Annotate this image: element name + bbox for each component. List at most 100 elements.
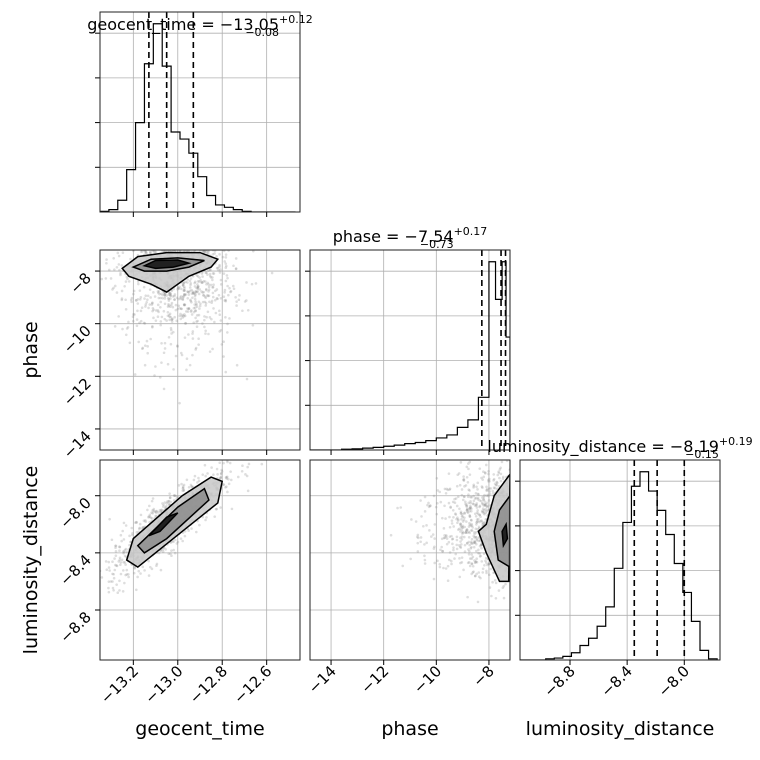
scatter-point: [467, 553, 471, 556]
hist-step-geocent_time: [100, 23, 296, 212]
scatter-point: [484, 503, 487, 506]
scatter-point: [474, 492, 478, 495]
scatter-point: [105, 258, 108, 261]
scatter-point: [483, 521, 487, 524]
scatter-point: [229, 290, 232, 294]
scatter-point: [186, 290, 190, 294]
scatter-point: [141, 525, 145, 529]
scatter-point: [112, 576, 116, 580]
scatter-point: [482, 552, 486, 556]
scatter-point: [470, 572, 473, 576]
scatter-point: [125, 550, 128, 554]
scatter-point: [202, 290, 206, 294]
scatter-point: [465, 505, 468, 508]
scatter-point: [144, 303, 148, 306]
scatter-point: [186, 278, 189, 281]
scatter-point: [199, 302, 202, 306]
scatter-point: [472, 534, 476, 538]
scatter-point: [162, 291, 166, 295]
scatter-point: [488, 490, 492, 493]
scatter-point: [153, 295, 157, 298]
scatter-point: [192, 478, 196, 482]
scatter-point: [466, 595, 469, 599]
scatter-point: [481, 486, 484, 489]
x-tick-label-luminosity_distance: −8.8: [540, 662, 578, 700]
scatter-point: [215, 266, 219, 270]
scatter-point: [190, 288, 193, 292]
scatter-point: [499, 466, 502, 470]
scatter-point: [158, 508, 162, 512]
scatter-point: [458, 483, 462, 487]
scatter-point: [459, 530, 462, 533]
scatter-point: [423, 510, 427, 513]
scatter-point: [480, 546, 483, 550]
scatter-point: [151, 306, 155, 310]
scatter-point: [465, 528, 469, 531]
scatter-point: [460, 556, 464, 559]
scatter-point: [198, 280, 201, 283]
scatter-point: [198, 288, 202, 291]
y-tick-label-luminosity_distance: −8.4: [56, 551, 94, 589]
scatter-point: [177, 297, 181, 301]
scatter-point: [224, 315, 227, 319]
scatter-point: [211, 272, 215, 275]
scatter-point: [468, 489, 471, 492]
scatter-point: [199, 278, 202, 282]
scatter-point: [241, 309, 244, 313]
scatter-point: [423, 554, 426, 558]
scatter-point: [161, 548, 165, 552]
scatter-point: [475, 485, 478, 489]
scatter-point: [477, 517, 480, 521]
scatter-point: [191, 274, 195, 278]
scatter-point: [173, 293, 177, 296]
scatter-point: [423, 543, 426, 546]
scatter-point: [224, 266, 228, 270]
scatter-point: [245, 299, 248, 302]
scatter-point: [206, 294, 210, 298]
scatter-point: [399, 506, 403, 509]
scatter-point: [123, 581, 126, 585]
scatter-point: [111, 586, 115, 590]
scatter-point: [192, 292, 196, 295]
scatter-point: [175, 296, 179, 300]
scatter-point: [219, 476, 223, 480]
scatter-point: [478, 555, 482, 558]
scatter-point: [487, 562, 491, 566]
scatter-point: [107, 560, 111, 564]
scatter-point: [216, 472, 219, 476]
scatter-point: [241, 464, 244, 468]
scatter-point: [468, 514, 471, 517]
scatter-point: [494, 581, 498, 585]
scatter-point: [123, 285, 126, 288]
x-tick-label-phase: −8: [469, 662, 497, 690]
scatter-point: [475, 521, 479, 524]
scatter-point: [495, 483, 498, 487]
scatter-point: [479, 543, 483, 546]
scatter-point: [477, 520, 481, 524]
scatter-point: [222, 272, 226, 275]
scatter-point: [118, 549, 121, 553]
scatter-point: [202, 250, 205, 253]
scatter-point: [463, 525, 467, 529]
scatter-point: [154, 319, 158, 322]
scatter-point: [211, 286, 214, 289]
scatter-point: [485, 509, 488, 513]
scatter-point: [467, 451, 470, 454]
scatter-point: [196, 481, 199, 484]
scatter-point: [482, 504, 485, 507]
scatter-point: [168, 496, 172, 499]
scatter-point: [150, 303, 154, 306]
scatter-point: [135, 521, 138, 524]
scatter-point: [475, 572, 478, 576]
scatter-point: [152, 316, 155, 320]
scatter-point: [191, 330, 195, 333]
scatter-point: [470, 541, 473, 545]
scatter-point: [157, 310, 160, 314]
scatter-point: [464, 502, 467, 506]
scatter-point: [136, 297, 140, 301]
panel-geocent_time-vs-phase: [95, 249, 301, 455]
scatter-point: [107, 590, 111, 594]
scatter-point: [470, 553, 473, 556]
scatter-point: [224, 476, 228, 479]
contour-line-2: [142, 259, 192, 270]
